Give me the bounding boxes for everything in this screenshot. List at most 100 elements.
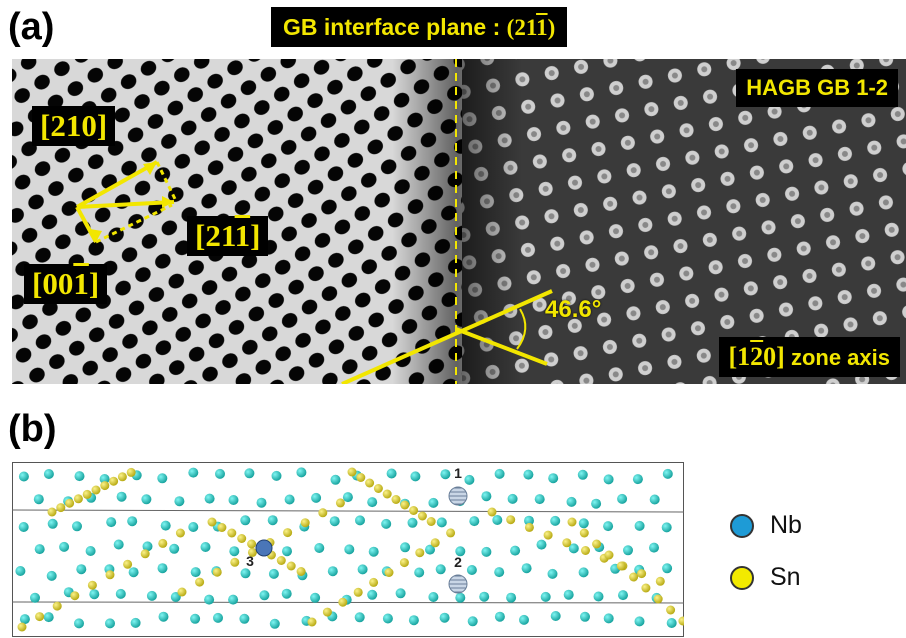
sn-atom: [247, 539, 257, 549]
nb-atom: [591, 498, 602, 509]
nb-atom: [268, 568, 279, 579]
nb-atom: [563, 589, 574, 600]
nb-atom: [357, 564, 368, 575]
sn-atom: [391, 495, 401, 504]
site-3-marker: [255, 539, 273, 557]
nb-atoms: [15, 467, 677, 629]
sn-atom: [524, 522, 534, 532]
nb-atom: [244, 468, 255, 479]
sn-atom: [616, 561, 626, 571]
nb-atom: [327, 566, 338, 577]
sn-atom: [283, 528, 293, 538]
sn-atom: [666, 605, 676, 615]
nb-atom: [506, 592, 517, 603]
nb-atom: [76, 564, 87, 575]
nb-atom: [85, 546, 96, 556]
nb-legend-label: Nb: [770, 511, 802, 539]
nb-atom: [494, 611, 505, 622]
nb-atom: [188, 467, 199, 478]
nb-atom: [455, 546, 466, 557]
direction-210-label: [210]: [32, 106, 116, 146]
nb-atom: [188, 522, 199, 532]
nb-atom: [407, 517, 418, 528]
panel-a-label: (a): [8, 6, 55, 48]
sn-atom: [322, 607, 332, 617]
sn-atom: [637, 569, 647, 579]
nb-atom: [523, 469, 534, 480]
sn-atom: [400, 500, 410, 510]
nb-atom: [146, 590, 157, 601]
direction-00-1bar-label: [001]: [24, 264, 108, 304]
legend-sn: Sn: [730, 563, 801, 592]
misorientation-angle-label: 46.6°: [545, 296, 602, 323]
site-2-label: 2: [454, 554, 462, 570]
sn-atom: [369, 577, 379, 587]
nb-atom: [169, 543, 180, 554]
sn-atom: [117, 472, 127, 482]
sn-atom: [65, 498, 75, 508]
sn-atom: [123, 559, 133, 569]
nb-atom: [354, 612, 365, 623]
nb-atom: [649, 494, 660, 505]
nb-atom: [43, 469, 54, 479]
nb-atom: [72, 521, 82, 532]
nb-atom: [256, 497, 267, 508]
nb-atom: [43, 612, 54, 623]
nb-atom: [18, 522, 29, 532]
nb-atom: [141, 494, 152, 505]
nb-atom: [603, 521, 614, 532]
nb-atom: [408, 615, 419, 626]
nb-atom: [314, 543, 325, 553]
sn-atom: [109, 476, 119, 486]
nb-atom: [47, 518, 58, 529]
nb-atom: [536, 539, 547, 550]
nb-atom: [580, 611, 590, 622]
sn-atom: [300, 518, 310, 528]
nb-atom: [115, 588, 126, 599]
sn-atom: [100, 481, 110, 491]
nb-atom: [618, 590, 628, 601]
sn-atom: [579, 528, 589, 538]
sn-atom: [35, 612, 45, 622]
nb-atom: [142, 541, 153, 552]
nb-atom: [395, 588, 406, 599]
nb-atom: [157, 563, 168, 574]
nb-atom: [510, 545, 521, 556]
sn-atom: [338, 597, 348, 607]
nb-atom: [428, 497, 439, 508]
nb-atom: [425, 544, 435, 555]
sn-atom: [140, 549, 150, 559]
sn-atom: [567, 517, 577, 527]
sn-atom: [347, 467, 357, 477]
nb-atom: [174, 496, 185, 507]
sn-atom: [237, 534, 247, 543]
nb-atom: [568, 543, 579, 554]
nb-atom: [160, 520, 171, 531]
site-3-label: 3: [246, 553, 254, 569]
sn-atom: [212, 567, 222, 577]
nb-atom: [382, 613, 393, 624]
nb-atom: [467, 616, 478, 627]
nb-atom: [59, 541, 70, 552]
nb-atom: [128, 567, 139, 578]
sn-atom: [177, 587, 187, 597]
nb-atom: [158, 611, 169, 622]
nb-atom: [481, 491, 492, 502]
direction-21-1bar-label: [211]: [187, 216, 269, 256]
hagb-label: HAGB GB 1-2: [736, 69, 898, 107]
sn-atom: [195, 577, 205, 587]
sn-atom: [604, 550, 614, 560]
sn-atom: [417, 511, 427, 521]
sn-atom: [592, 539, 602, 549]
sn-atom: [353, 587, 363, 597]
nb-atom: [89, 589, 100, 600]
sn-atom: [318, 508, 328, 518]
sn-atom: [384, 568, 394, 577]
sn-atom: [641, 583, 651, 593]
nb-atom: [310, 592, 321, 603]
nb-atom: [344, 544, 355, 555]
sn-atom: [82, 489, 92, 499]
nb-atom: [519, 614, 529, 625]
nb-atom: [342, 492, 353, 503]
nb-atom: [479, 591, 490, 602]
